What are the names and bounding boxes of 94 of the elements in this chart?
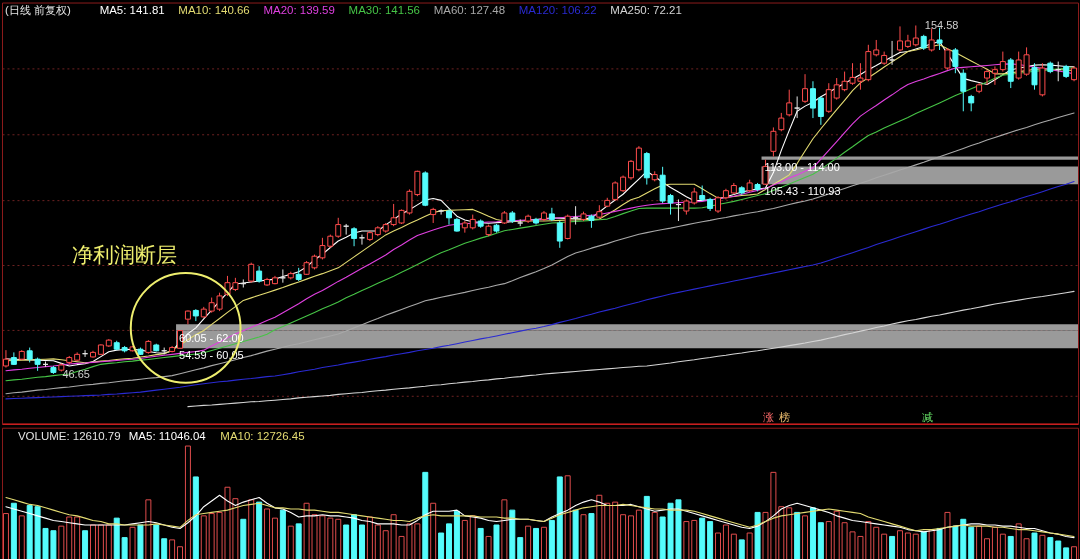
bar bbox=[509, 509, 516, 559]
bar bbox=[754, 511, 761, 559]
bar bbox=[343, 524, 350, 559]
bar bbox=[936, 527, 943, 559]
bar bbox=[794, 511, 801, 559]
bar bbox=[889, 535, 896, 559]
candlestick bbox=[794, 95, 801, 119]
candlestick bbox=[896, 25, 903, 53]
bar bbox=[256, 501, 263, 559]
annotation: 净利润断层 bbox=[72, 243, 178, 267]
bar bbox=[1007, 535, 1014, 559]
bar bbox=[817, 522, 824, 559]
bar bbox=[1055, 540, 1062, 559]
candlestick bbox=[817, 95, 824, 126]
candlestick bbox=[778, 112, 785, 132]
bar bbox=[572, 509, 579, 559]
candlestick bbox=[627, 159, 634, 181]
candlestick bbox=[999, 51, 1006, 73]
candlestick bbox=[904, 34, 911, 49]
candlestick bbox=[984, 69, 991, 86]
annotation: 涨 bbox=[763, 410, 775, 423]
bar bbox=[240, 518, 247, 559]
annotation: 榜 bbox=[779, 410, 791, 423]
candlestick bbox=[802, 73, 809, 104]
bar bbox=[517, 537, 524, 559]
bar bbox=[161, 538, 168, 559]
candlestick bbox=[351, 226, 358, 247]
band-label: 105.43 - 110.93 bbox=[764, 185, 841, 198]
bar bbox=[533, 527, 540, 559]
candlestick bbox=[928, 27, 935, 53]
bar bbox=[707, 521, 714, 559]
bar bbox=[453, 510, 460, 559]
bar bbox=[920, 531, 927, 559]
bar bbox=[477, 527, 484, 559]
bar bbox=[588, 513, 595, 559]
bar bbox=[1031, 532, 1038, 559]
candlestick bbox=[912, 25, 919, 47]
candlestick bbox=[248, 262, 255, 284]
annotation: 46.65 bbox=[62, 367, 90, 380]
candlestick bbox=[952, 47, 959, 74]
bar bbox=[295, 523, 302, 559]
bar bbox=[279, 509, 286, 559]
candlestick bbox=[438, 208, 445, 216]
bar bbox=[10, 502, 17, 559]
bar bbox=[153, 524, 160, 559]
candlestick bbox=[1007, 57, 1014, 89]
bar bbox=[351, 514, 358, 559]
text: MA20: 139.59 bbox=[263, 4, 335, 17]
candlestick bbox=[889, 40, 896, 66]
candlestick bbox=[809, 80, 816, 119]
bar bbox=[699, 517, 706, 559]
chart-title: (日线 前复权) bbox=[4, 4, 71, 17]
text: MA60: 127.48 bbox=[433, 4, 506, 17]
bar bbox=[438, 532, 445, 559]
bar bbox=[1047, 537, 1054, 559]
bar bbox=[738, 539, 745, 559]
candlestick bbox=[548, 207, 555, 222]
text: MA10: 12726.45 bbox=[220, 429, 305, 442]
candlestick bbox=[936, 27, 943, 51]
bar bbox=[422, 471, 429, 559]
bar bbox=[1063, 547, 1070, 559]
text: MA10: 140.66 bbox=[178, 4, 250, 17]
candlestick bbox=[944, 47, 951, 71]
candlestick bbox=[786, 89, 793, 117]
bar bbox=[358, 524, 365, 559]
text: MA5: 11046.04 bbox=[128, 429, 207, 442]
bar bbox=[446, 523, 453, 559]
candlestick bbox=[991, 65, 998, 86]
candlestick bbox=[770, 126, 777, 157]
bar bbox=[192, 476, 199, 559]
annotation: 减 bbox=[921, 410, 933, 423]
text: MA5: 141.81 bbox=[99, 4, 165, 17]
candlestick bbox=[335, 217, 342, 239]
bar bbox=[809, 507, 816, 559]
bar bbox=[137, 524, 144, 559]
bar bbox=[493, 524, 500, 559]
bar bbox=[548, 519, 555, 559]
candlestick bbox=[612, 180, 619, 202]
candlestick bbox=[1031, 62, 1038, 91]
text: MA30: 141.56 bbox=[348, 4, 420, 17]
annotation: 154.58 bbox=[924, 19, 959, 32]
candlestick bbox=[635, 145, 642, 172]
chart-title: VOLUME: 12610.79 bbox=[17, 429, 121, 442]
bar bbox=[968, 526, 975, 559]
candlestick bbox=[446, 208, 453, 226]
bar bbox=[82, 530, 89, 559]
bar bbox=[556, 476, 563, 559]
candlestick bbox=[960, 68, 967, 112]
text: MA120: 106.22 bbox=[518, 4, 597, 17]
candlestick bbox=[556, 220, 563, 249]
bar bbox=[643, 495, 650, 559]
text: MA250: 72.21 bbox=[610, 4, 682, 17]
candlestick bbox=[825, 82, 832, 114]
candlestick bbox=[564, 214, 571, 240]
